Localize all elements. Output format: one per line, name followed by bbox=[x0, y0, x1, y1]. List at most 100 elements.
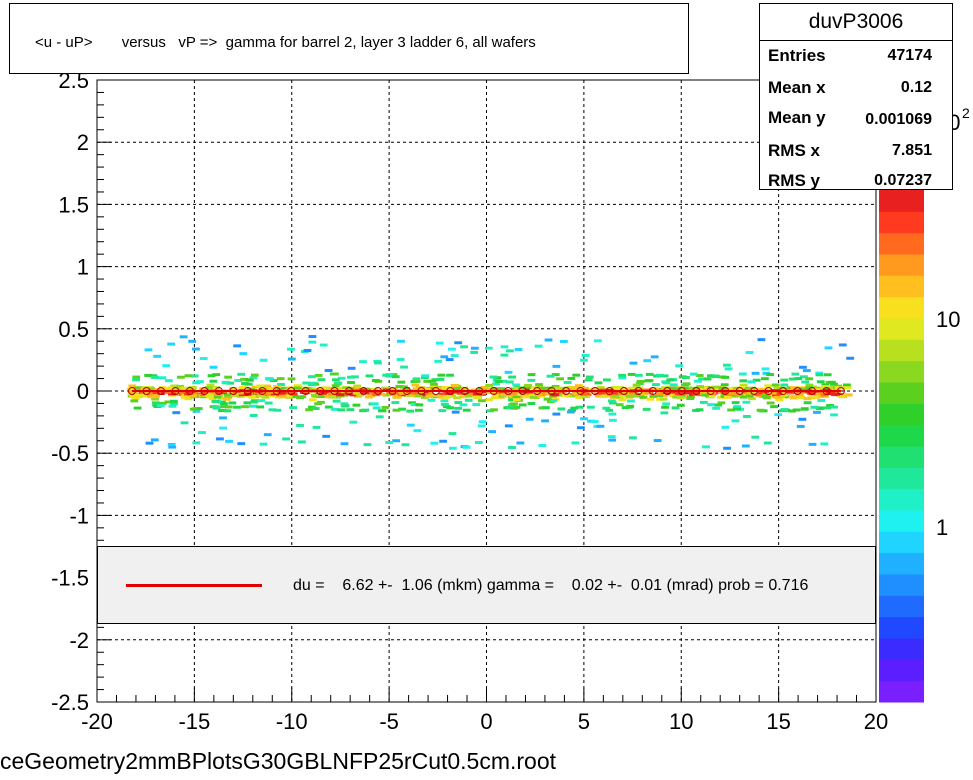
heatmap-cell bbox=[192, 347, 200, 351]
heatmap-cell bbox=[575, 405, 584, 409]
heatmap-cell bbox=[234, 378, 243, 382]
heatmap-cell bbox=[263, 384, 272, 388]
heatmap-cell bbox=[508, 392, 517, 396]
heatmap-cell bbox=[830, 405, 838, 409]
heatmap-cell bbox=[748, 397, 756, 401]
heatmap-cell bbox=[484, 346, 493, 350]
heatmap-cell bbox=[217, 396, 226, 400]
heatmap-cell bbox=[218, 409, 227, 413]
heatmap-cell bbox=[322, 434, 331, 438]
heatmap-cell bbox=[126, 387, 135, 391]
heatmap-cell bbox=[316, 395, 325, 399]
heatmap-cell bbox=[209, 365, 218, 369]
heatmap-cell bbox=[435, 386, 444, 390]
colorbar-band bbox=[879, 403, 924, 426]
heatmap-cell bbox=[534, 344, 543, 348]
heatmap-cell bbox=[731, 401, 740, 405]
stats-entries-label: Entries bbox=[768, 46, 826, 65]
heatmap-cell bbox=[827, 386, 836, 390]
heatmap-cell bbox=[144, 348, 153, 352]
heatmap-cell bbox=[241, 382, 249, 386]
heatmap-cell bbox=[371, 379, 380, 383]
heatmap-cell bbox=[378, 409, 386, 413]
colorbar-band bbox=[879, 275, 924, 298]
x-tick-label: 20 bbox=[864, 709, 888, 734]
heatmap-cell bbox=[277, 383, 285, 387]
heatmap-cell bbox=[410, 391, 419, 395]
colorbar-label: 10 bbox=[936, 307, 960, 332]
heatmap-cell bbox=[248, 404, 257, 408]
heatmap-cell bbox=[334, 386, 343, 390]
colorbar-band bbox=[879, 318, 924, 340]
heatmap-cell bbox=[527, 373, 536, 377]
heatmap-cell bbox=[184, 374, 193, 378]
heatmap-cell bbox=[580, 417, 588, 421]
heatmap-cell bbox=[382, 393, 391, 397]
heatmap-cell bbox=[149, 374, 158, 378]
heatmap-cell bbox=[788, 409, 796, 413]
heatmap-cell bbox=[133, 406, 142, 410]
heatmap-cell bbox=[692, 387, 701, 391]
heatmap-cell bbox=[779, 395, 788, 399]
heatmap-cell bbox=[758, 391, 767, 394]
heatmap-cell bbox=[151, 397, 159, 401]
heatmap-cell bbox=[645, 372, 654, 376]
heatmap-cell bbox=[277, 386, 286, 390]
heatmap-cell bbox=[236, 394, 245, 398]
heatmap-cell bbox=[170, 402, 178, 406]
heatmap-cell bbox=[262, 392, 271, 396]
heatmap-cell bbox=[307, 383, 316, 387]
heatmap-cell bbox=[500, 353, 509, 357]
colorbar-band bbox=[879, 254, 924, 276]
heatmap-cell bbox=[365, 374, 374, 378]
heatmap-cell bbox=[152, 403, 161, 407]
heatmap-cell bbox=[529, 395, 538, 399]
heatmap-cell bbox=[331, 378, 340, 382]
heatmap-cell bbox=[392, 408, 401, 412]
heatmap-cell bbox=[448, 432, 457, 436]
heatmap-cell bbox=[312, 425, 321, 429]
heatmap-cell bbox=[279, 395, 287, 399]
heatmap-cell bbox=[683, 386, 692, 390]
heatmap-cell bbox=[211, 399, 220, 403]
heatmap-cell bbox=[597, 390, 606, 394]
heatmap-cell bbox=[827, 380, 836, 384]
heatmap-cell bbox=[723, 446, 731, 450]
heatmap-cell bbox=[551, 385, 560, 388]
heatmap-cell bbox=[446, 406, 455, 410]
heatmap-cell bbox=[766, 373, 774, 377]
heatmap-cell bbox=[775, 398, 784, 402]
heatmap-cell bbox=[725, 387, 734, 391]
heatmap-cell bbox=[780, 378, 789, 382]
y-tick-label: -1 bbox=[69, 503, 89, 528]
colorbar-band bbox=[879, 552, 924, 575]
heatmap-cell bbox=[751, 371, 760, 375]
heatmap-cell bbox=[361, 390, 370, 394]
heatmap-cell bbox=[216, 437, 224, 441]
heatmap-cell bbox=[340, 442, 349, 446]
heatmap-cell bbox=[745, 394, 754, 398]
heatmap-cell bbox=[639, 395, 648, 399]
y-tick-label: 1.5 bbox=[58, 192, 89, 217]
heatmap-cell bbox=[442, 395, 451, 399]
heatmap-cell bbox=[478, 399, 486, 403]
heatmap-cell bbox=[239, 352, 248, 356]
heatmap-cell bbox=[567, 376, 576, 380]
heatmap-cell bbox=[421, 374, 429, 378]
heatmap-cell bbox=[771, 383, 780, 387]
heatmap-cell bbox=[607, 435, 616, 439]
heatmap-cell bbox=[513, 386, 522, 390]
heatmap-cell bbox=[430, 441, 439, 445]
heatmap-cell bbox=[720, 383, 729, 387]
heatmap-cell bbox=[425, 394, 434, 398]
heatmap-cell bbox=[508, 398, 516, 402]
heatmap-cell bbox=[233, 344, 242, 348]
heatmap-cell bbox=[590, 388, 598, 392]
heatmap-cell bbox=[332, 399, 341, 403]
heatmap-cell bbox=[666, 378, 675, 382]
heatmap-cell bbox=[224, 395, 233, 399]
heatmap-cell bbox=[643, 359, 652, 363]
heatmap-cell bbox=[209, 379, 218, 383]
heatmap-cell bbox=[493, 376, 502, 380]
heatmap-cell bbox=[739, 383, 748, 387]
